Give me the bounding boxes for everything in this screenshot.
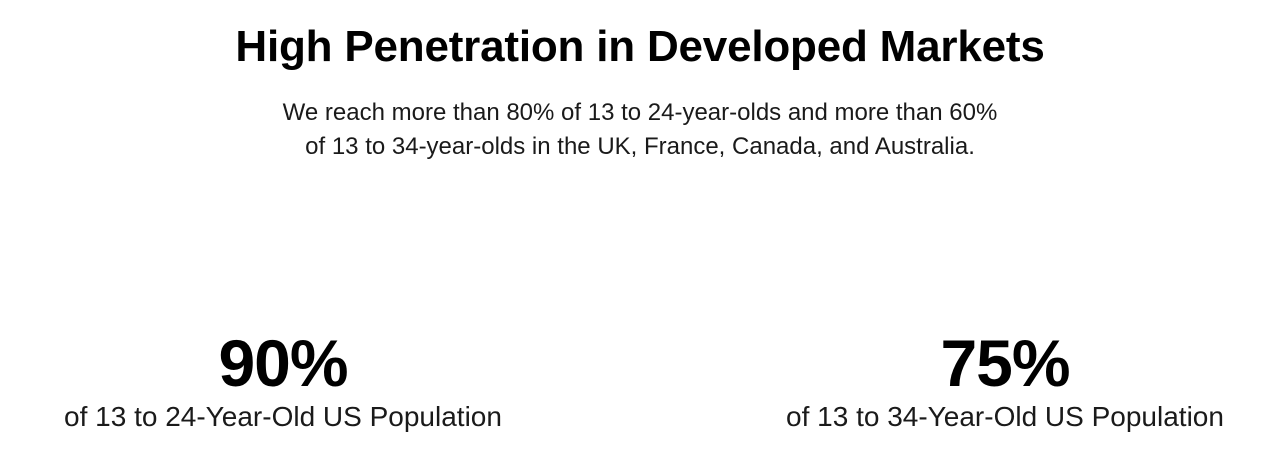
page-subtitle: We reach more than 80% of 13 to 24-year-…: [0, 96, 1280, 164]
page-title: High Penetration in Developed Markets: [235, 22, 1045, 71]
subtitle-line-1: We reach more than 80% of 13 to 24-year-…: [282, 99, 998, 126]
stat-block-34: 75% of 13 to 34-Year-Old US Population: [752, 326, 1258, 434]
stat-value: 90%: [218, 326, 348, 400]
stat-label: of 13 to 24-Year-Old US Population: [64, 401, 502, 432]
subtitle-line-2: of 13 to 34-year-olds in the UK, France,…: [305, 133, 975, 160]
stat-label: of 13 to 34-Year-Old US Population: [786, 401, 1224, 432]
stat-value: 75%: [940, 326, 1070, 400]
stat-block-24: 90% of 13 to 24-Year-Old US Population: [30, 326, 536, 434]
